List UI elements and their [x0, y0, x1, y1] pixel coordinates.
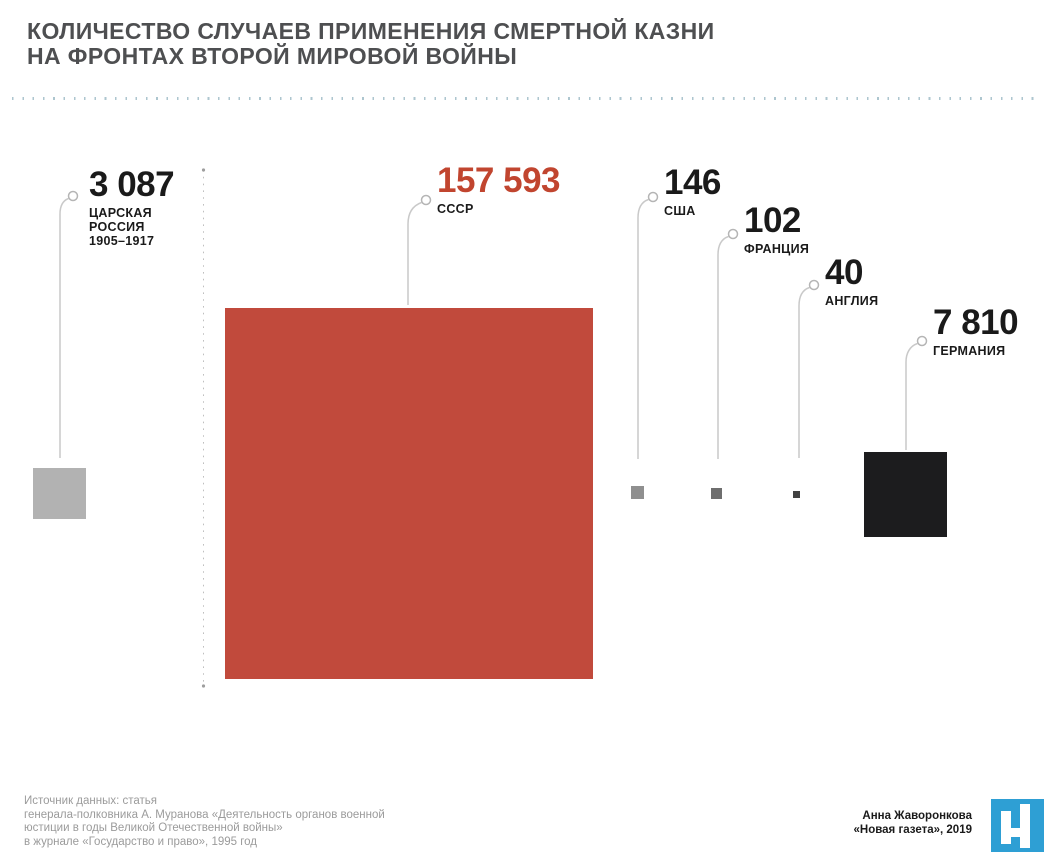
callout-line-france — [717, 235, 729, 459]
label-tsarist-russia: 3 087 ЦАРСКАЯ РОССИЯ 1905–1917 — [89, 165, 175, 248]
square-usa — [631, 486, 644, 499]
category-france: ФРАНЦИЯ — [744, 242, 810, 256]
category-tsarist-russia: ЦАРСКАЯ РОССИЯ 1905–1917 — [89, 206, 155, 248]
credit-author: Анна Жаворонкова — [862, 810, 972, 822]
category-germany: ГЕРМАНИЯ — [933, 344, 1006, 358]
label-germany: 7 810 ГЕРМАНИЯ — [933, 303, 1019, 358]
category-ussr: СССР — [437, 202, 474, 216]
square-ussr — [225, 308, 593, 679]
page-title: КОЛИЧЕСТВО СЛУЧАЕВ ПРИМЕНЕНИЯ СМЕРТНОЙ К… — [27, 19, 715, 69]
author-credit: Анна Жаворонкова «Новая газета», 2019 — [854, 809, 972, 837]
logo-letter-stroke — [1001, 828, 1030, 837]
novaya-gazeta-logo-icon — [991, 799, 1044, 852]
callout-line-germany — [905, 342, 918, 450]
credit-publication: «Новая газета», 2019 — [853, 824, 972, 836]
leader-dot-usa — [647, 191, 659, 203]
data-source-note: Источник данных: статья генерала-полковн… — [24, 795, 385, 849]
dashed-guide-end-dot-bottom — [201, 684, 206, 688]
leader-dot-ussr — [420, 194, 432, 206]
title-line-1: КОЛИЧЕСТВО СЛУЧАЕВ ПРИМЕНЕНИЯ СМЕРТНОЙ К… — [27, 18, 715, 44]
source-line-2: генерала-полковника А. Муранова «Деятель… — [24, 808, 385, 821]
label-france: 102 ФРАНЦИЯ — [744, 203, 809, 256]
leader-dot-france — [727, 228, 739, 240]
logo-letter-stroke — [1020, 804, 1030, 848]
callout-line-usa — [637, 198, 649, 459]
title-line-2: НА ФРОНТАХ ВТОРОЙ МИРОВОЙ ВОЙНЫ — [27, 43, 518, 69]
square-germany — [864, 452, 947, 537]
label-usa: 146 США — [664, 165, 721, 218]
leader-dot-germany — [916, 335, 928, 347]
source-line-1: Источник данных: статья — [24, 795, 158, 807]
value-ussr: 157 593 — [437, 161, 561, 200]
source-line-3: юстиции в годы Великой Отечественной вой… — [24, 822, 283, 834]
square-tsarist-russia — [33, 468, 86, 519]
label-ussr: 157 593 СССР — [437, 161, 561, 216]
value-france: 102 — [744, 201, 801, 240]
value-germany: 7 810 — [933, 303, 1019, 342]
leader-dot-england — [808, 279, 820, 291]
dotted-separator — [12, 97, 1042, 100]
value-england: 40 — [825, 253, 863, 292]
value-tsarist-russia: 3 087 — [89, 165, 175, 204]
category-england: АНГЛИЯ — [825, 294, 879, 308]
source-line-4: в журнале «Государство и право», 1995 го… — [24, 835, 258, 848]
logo-letter-stroke — [1001, 811, 1011, 844]
label-england: 40 АНГЛИЯ — [825, 255, 878, 308]
value-usa: 146 — [664, 163, 721, 202]
square-england — [793, 491, 800, 498]
category-usa: США — [664, 204, 696, 218]
callout-line-tsarist-russia — [59, 197, 69, 458]
callout-line-ussr — [407, 201, 422, 305]
leader-dot-tsarist-russia — [67, 190, 79, 202]
square-france — [711, 488, 722, 499]
dashed-guide-end-dot-top — [201, 168, 206, 172]
callout-line-england — [798, 286, 810, 458]
